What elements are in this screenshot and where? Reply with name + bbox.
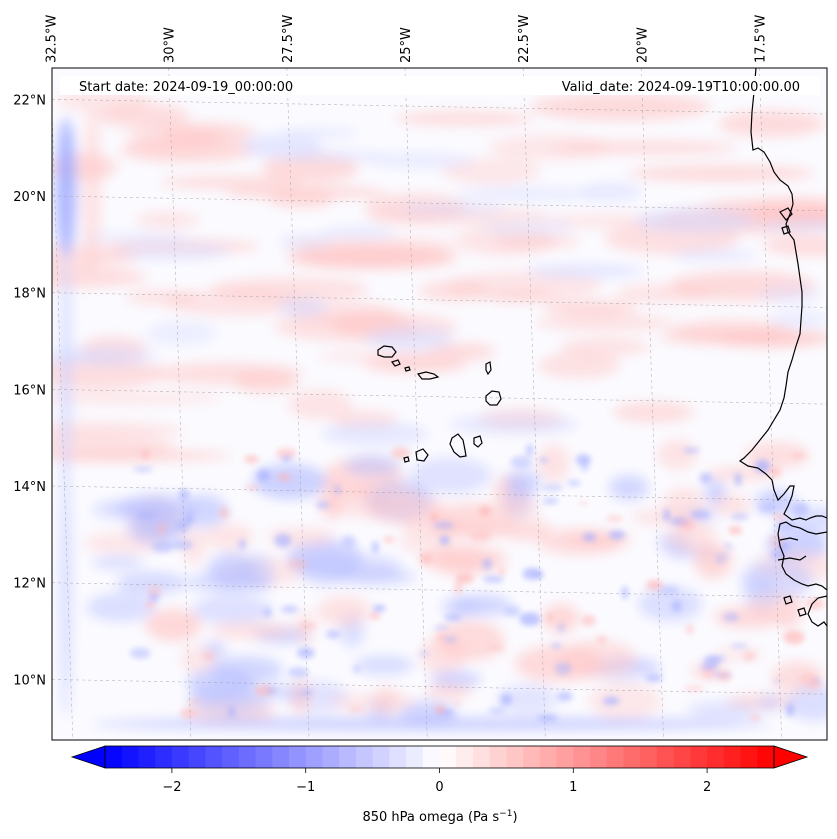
colorbar-tick-label: 1: [569, 780, 577, 795]
colorbar-tick-label: 2: [703, 780, 711, 795]
colorbar-cell: [723, 746, 742, 768]
colorbar: −2 −1 0 1 2 850 hPa omega (Pa s−1): [70, 745, 809, 825]
santo-antao-island: [377, 345, 397, 358]
gambia-inlet: [777, 537, 807, 561]
colorbar-cell: [640, 746, 658, 768]
colorbar-cell: [205, 746, 223, 768]
meridian-gridline: [404, 68, 428, 740]
colorbar-cell: [171, 746, 190, 768]
africa-coastline-guinea: [807, 595, 827, 627]
colorbar-cell: [422, 746, 440, 768]
colorbar-cell: [222, 746, 240, 768]
colorbar-cell: [389, 746, 407, 768]
coastlines: [377, 68, 827, 627]
fogo-island: [415, 448, 429, 462]
longitude-labels: 32.5°W 30°W 27.5°W 25°W 22.5°W 20°W 17.5°W: [45, 15, 769, 63]
colorbar-cell: [707, 746, 725, 768]
colorbar-cell: [121, 746, 139, 768]
colorbar-cell: [355, 746, 374, 768]
colorbar-cell: [539, 746, 558, 768]
colorbar-tick-label: 0: [435, 780, 443, 795]
longitude-tick-label: 30°W: [163, 27, 178, 63]
longitude-tick-label: 20°W: [635, 27, 650, 63]
colorbar-tick-label: −2: [162, 780, 181, 795]
colorbar-cell: [339, 746, 357, 768]
map-gridlines: [52, 68, 827, 740]
colorbar-cell: [472, 746, 491, 768]
colorbar-cell: [606, 746, 624, 768]
colorbar-cell: [690, 746, 708, 768]
colorbar-cell: [105, 746, 123, 768]
longitude-tick-label: 25°W: [399, 27, 414, 63]
colorbar-cell: [573, 746, 591, 768]
colorbar-cell: [138, 746, 156, 768]
omega-field: [52, 68, 827, 740]
colorbar-cell: [656, 746, 675, 768]
meridian-gridline: [522, 68, 546, 740]
longitude-tick-label: 32.5°W: [45, 15, 60, 63]
maio-island: [473, 435, 483, 448]
start-date-label: Start date: 2024-09-19_00:00:00: [79, 80, 293, 95]
map-frame: [51, 67, 828, 741]
boa-vista-island: [485, 390, 502, 406]
colorbar-cell: [489, 746, 507, 768]
sal-island: [485, 361, 492, 376]
santiago-island: [449, 433, 467, 458]
colorbar-cell: [288, 746, 307, 768]
colorbar-cell: [623, 746, 641, 768]
colorbar-tick-label: −1: [296, 780, 315, 795]
latitude-tick-label: 10°N: [13, 673, 46, 688]
meridian-gridline: [640, 68, 664, 740]
colorbar-cell: [523, 746, 541, 768]
colorbar-cell: [322, 746, 340, 768]
colorbar-cell: [238, 746, 257, 768]
header-box: [60, 76, 820, 95]
bijagos-islands: [783, 595, 807, 617]
latitude-tick-label: 20°N: [13, 190, 46, 205]
colorbar-cell: [556, 746, 574, 768]
colorbar-cell: [406, 746, 424, 768]
meridian-gridline: [168, 68, 192, 740]
colorbar-cell: [255, 746, 273, 768]
latitude-tick-label: 12°N: [13, 577, 46, 592]
meridian-gridline: [286, 68, 310, 740]
valid-date-label: Valid_date: 2024-09-19T10:00:00.00: [562, 80, 800, 95]
colorbar-cell: [188, 746, 206, 768]
colorbar-cell: [272, 746, 290, 768]
sao-nicolau-island: [416, 371, 440, 380]
longitude-tick-label: 17.5°W: [753, 15, 768, 63]
latitude-labels: 22°N 20°N 18°N 16°N 14°N 12°N 10°N: [13, 93, 46, 688]
colorbar-cell: [456, 746, 474, 768]
africa-coastline-south: [777, 521, 827, 591]
colorbar-cell: [439, 746, 457, 768]
latitude-tick-label: 18°N: [13, 287, 46, 302]
meridian-gridline: [52, 102, 74, 740]
latitude-tick-label: 22°N: [13, 93, 46, 108]
colorbar-label: 850 hPa omega (Pa s−1): [362, 809, 517, 825]
colorbar-cell: [740, 746, 758, 768]
brava-island: [403, 456, 410, 463]
longitude-tick-label: 27.5°W: [281, 15, 296, 63]
colorbar-cell: [590, 746, 608, 768]
colorbar-cell: [155, 746, 173, 768]
colorbar-cell: [305, 746, 323, 768]
colorbar-extend-low: [70, 745, 106, 769]
colorbar-extend-high: [773, 745, 809, 769]
colorbar-cell: [372, 746, 390, 768]
latitude-tick-label: 14°N: [13, 480, 46, 495]
sao-vicente-island: [391, 359, 401, 367]
africa-coastline: [738, 68, 827, 521]
colorbar-cell: [673, 746, 691, 768]
colorbar-cell: [506, 746, 524, 768]
africa-coast-islands: [779, 207, 793, 235]
colorbar-cell: [757, 746, 775, 768]
santa-luzia-island: [404, 366, 411, 372]
longitude-tick-label: 22.5°W: [517, 15, 532, 63]
latitude-tick-label: 16°N: [13, 383, 46, 398]
meridian-gridline: [759, 68, 782, 740]
